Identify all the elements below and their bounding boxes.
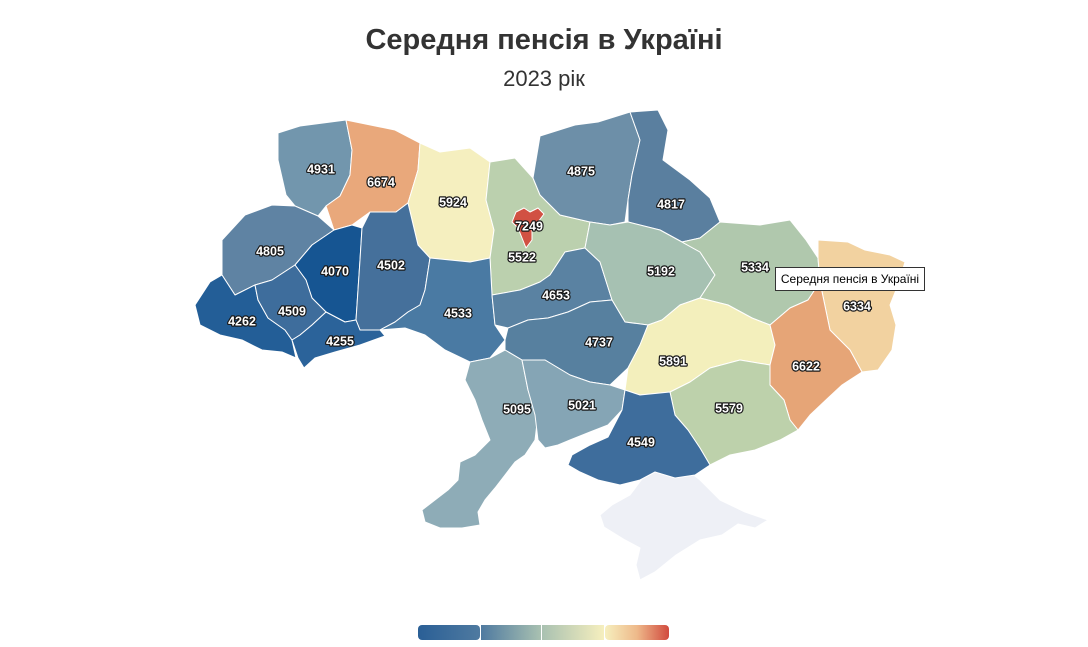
legend-segment-3: [542, 625, 604, 640]
region-kharkiv-label: 5334: [741, 260, 769, 274]
legend-segment-4: [605, 625, 669, 640]
region-rivne-label: 6674: [367, 175, 395, 189]
region-poltava-label: 5192: [647, 264, 675, 278]
region-luhansk-label: 6334: [843, 299, 871, 313]
region-sumy-label: 4817: [657, 197, 685, 211]
region-zaporizhzhia-label: 5579: [715, 401, 743, 415]
region-kirovohrad-label: 4737: [585, 335, 613, 349]
region-kherson[interactable]: [567, 389, 711, 486]
region-kyiv-oblast-label: 5522: [508, 250, 536, 264]
region-chernihiv-label: 4875: [567, 164, 595, 178]
region-kyiv-city-label: 7249: [515, 219, 543, 233]
region-ivano-frankivsk-label: 4509: [278, 304, 306, 318]
region-donetsk-label: 6622: [792, 359, 820, 373]
region-lviv-label: 4805: [256, 244, 284, 258]
region-vinnytsia[interactable]: [379, 257, 506, 363]
region-mykolaiv-label: 5021: [568, 398, 596, 412]
region-cherkasy-label: 4653: [542, 288, 570, 302]
region-zakarpattia[interactable]: [194, 274, 297, 359]
region-volyn-label: 4931: [307, 162, 335, 176]
region-mykolaiv[interactable]: [521, 359, 626, 449]
region-vinnytsia-label: 4533: [444, 306, 472, 320]
legend-segment-2: [481, 625, 541, 640]
region-kherson-label: 4549: [627, 435, 655, 449]
region-sumy[interactable]: [627, 109, 721, 243]
region-odesa-label: 5095: [503, 402, 531, 416]
legend-segment-1: [418, 625, 480, 640]
region-zhytomyr-label: 5924: [439, 195, 467, 209]
region-chernivtsi-label: 4255: [326, 334, 354, 348]
region-zakarpattia-label: 4262: [228, 314, 256, 328]
region-crimea[interactable]: [599, 467, 769, 581]
region-odesa[interactable]: [421, 349, 539, 529]
color-legend: [418, 625, 669, 640]
map-title: Середня пенсія в Україні: [365, 24, 723, 56]
region-kyiv-city[interactable]: [511, 207, 545, 249]
region-khmelnytskyi-label: 4502: [377, 258, 405, 272]
map-subtitle: 2023 рік: [503, 66, 585, 91]
region-tooltip: Середня пенсія в Україні: [775, 267, 925, 291]
region-ternopil-label: 4070: [321, 264, 349, 278]
region-dnipropetrovsk-label: 5891: [659, 354, 687, 368]
